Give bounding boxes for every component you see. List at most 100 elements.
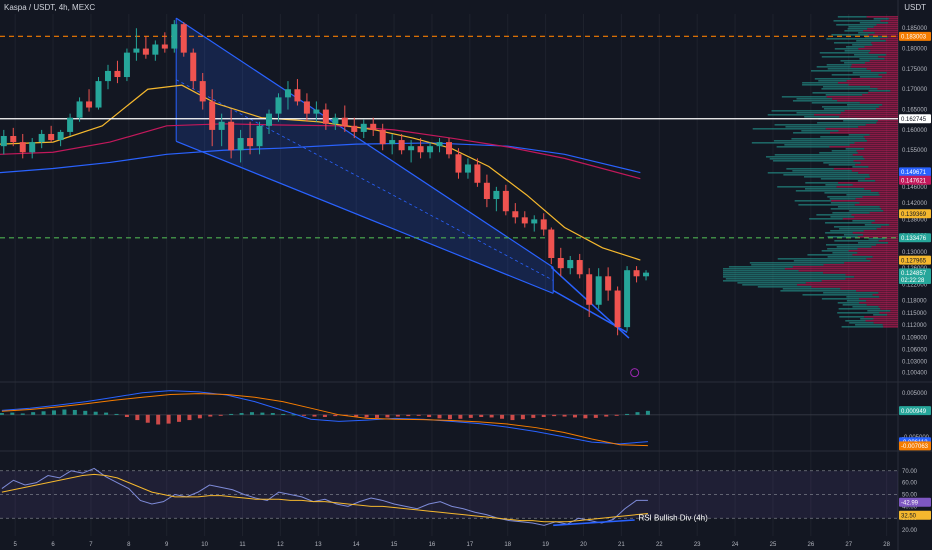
volume-bar-up [804,188,865,190]
volume-bar-up [821,88,878,90]
ema-red-line [0,123,641,180]
volume-bar-up [725,278,846,280]
time-tick: 15 [391,542,398,548]
volume-bar-up [837,16,867,18]
volume-bar-up [839,228,877,230]
volume-bar-down [876,108,898,110]
volume-bar-down [859,102,898,104]
volume-bar-up [831,150,857,152]
volume-bar-down [868,34,898,36]
candle-up [595,276,602,305]
volume-bar-up [723,272,824,274]
macd-histogram-bar [166,414,171,424]
volume-bar-up [776,146,830,148]
volume-bar-up [791,138,866,140]
volume-bar-up [837,206,880,208]
volume-bar-up [777,258,867,260]
rsi-divergence-label: RSI Bullish Div (4h) [638,514,708,523]
volume-bar-down [878,74,898,76]
volume-bar-up [837,302,860,304]
volume-bar-down [854,276,898,278]
volume-bar-up [820,178,866,180]
price-tick: 0.112000 [902,323,927,329]
volume-bar-down [857,248,898,250]
macd-histogram-bar [593,414,598,418]
macd-histogram-bar [562,414,567,417]
volume-bar-down [823,272,898,274]
price-tag-bg [899,31,931,41]
volume-bar-down [842,218,898,220]
price-tag: 0.133476 [901,236,927,242]
volume-bar-up [843,234,864,236]
currency-label[interactable]: USDT [904,3,926,12]
macd-histogram-bar [604,414,609,417]
volume-bar-down [882,324,898,326]
price-tick: 0.100400 [902,370,928,376]
volume-bar-up [805,182,839,184]
volume-bar-up [802,82,838,84]
volume-bar-up [817,122,877,124]
volume-bar-down [864,46,898,48]
volume-bar-down [875,180,898,182]
volume-bar-up [846,296,880,298]
candle-up [643,272,650,277]
volume-bar-up [857,180,876,182]
candle-down [180,24,187,53]
candle-down [474,164,481,183]
volume-bar-up [816,66,851,68]
volume-bar-down [873,322,898,324]
macd-histogram-bar [114,413,119,415]
volume-bar-down [881,208,898,210]
channel-fill [176,18,554,294]
volume-bar-up [771,110,845,112]
volume-bar-down [866,300,898,302]
volume-bar-down [876,122,898,124]
volume-bar-down [872,294,898,296]
volume-bar-down [880,20,898,22]
volume-bar-down [840,288,898,290]
candle-down [19,142,26,153]
candle-up [171,24,178,49]
volume-bar-down [869,212,898,214]
price-tick: 0.109000 [902,335,928,341]
volume-bar-up [825,244,877,246]
volume-bar-up [831,74,879,76]
rsi-tick: 40.00 [902,504,918,510]
volume-bar-down [866,16,898,18]
volume-bar-down [878,292,898,294]
price-tag-bg [899,209,931,219]
candle-down [521,217,528,224]
candle-up [38,133,45,143]
price-tick: 0.118000 [902,299,927,305]
volume-bar-down [805,282,898,284]
candle-up [275,97,282,114]
macd-tag-bg [899,406,931,416]
volume-bar-down [867,92,898,94]
rsi-band-fill [0,470,898,519]
price-tick: 0.160000 [902,128,928,134]
volume-bar-down [877,120,898,122]
rsi-tick: 20.00 [902,528,918,534]
volume-bar-down [871,222,898,224]
macd-histogram-bar [614,414,619,416]
volume-bar-up [811,70,871,72]
volume-bar-up [780,290,857,292]
volume-bar-down [831,200,898,202]
channel-mid-line [176,79,554,281]
volume-bar-down [874,220,898,222]
macd-histogram-bar [437,414,442,419]
macd-histogram-bar [552,414,557,417]
volume-bar-down [839,116,898,118]
candle-down [398,140,405,151]
volume-bar-down [854,142,898,144]
volume-bar-down [873,318,898,320]
volume-bar-down [844,110,898,112]
volume-bar-up [827,256,873,258]
volume-bar-down [859,202,898,204]
time-tick: 22 [656,542,663,548]
volume-bar-up [826,38,881,40]
price-tag: 0.162745 [901,117,927,123]
price-tag: 02:22:28 [901,278,925,284]
price-tag: 0.147621 [901,178,927,184]
